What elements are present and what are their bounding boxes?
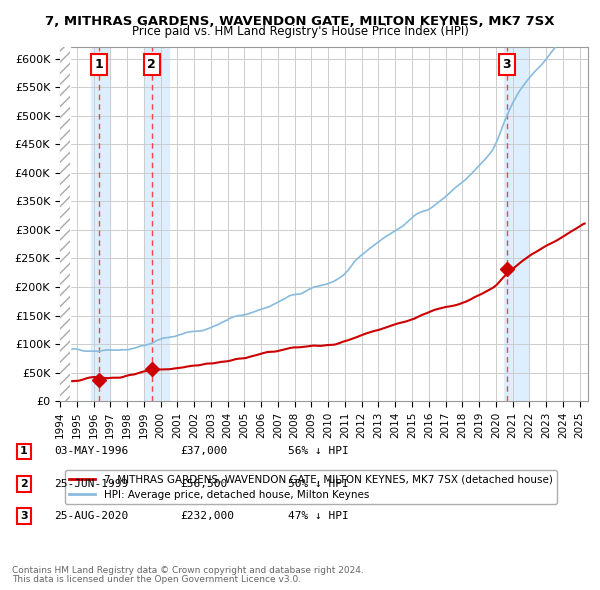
Text: Contains HM Land Registry data © Crown copyright and database right 2024.: Contains HM Land Registry data © Crown c… bbox=[12, 566, 364, 575]
Legend: 7, MITHRAS GARDENS, WAVENDON GATE, MILTON KEYNES, MK7 7SX (detached house), HPI:: 7, MITHRAS GARDENS, WAVENDON GATE, MILTO… bbox=[65, 470, 557, 504]
Text: 25-JUN-1999: 25-JUN-1999 bbox=[54, 479, 128, 489]
Bar bbox=[60, 47, 70, 401]
Text: £232,000: £232,000 bbox=[180, 512, 234, 521]
Text: Price paid vs. HM Land Registry's House Price Index (HPI): Price paid vs. HM Land Registry's House … bbox=[131, 25, 469, 38]
Text: 50% ↓ HPI: 50% ↓ HPI bbox=[288, 479, 349, 489]
Text: 03-MAY-1996: 03-MAY-1996 bbox=[54, 447, 128, 456]
Text: 3: 3 bbox=[20, 512, 28, 521]
Text: 25-AUG-2020: 25-AUG-2020 bbox=[54, 512, 128, 521]
Text: 2: 2 bbox=[20, 479, 28, 489]
Bar bbox=[60, 47, 70, 401]
Text: £37,000: £37,000 bbox=[180, 447, 227, 456]
Text: 56% ↓ HPI: 56% ↓ HPI bbox=[288, 447, 349, 456]
Text: 3: 3 bbox=[502, 58, 511, 71]
Text: 1: 1 bbox=[20, 447, 28, 456]
Bar bbox=[504, 47, 529, 401]
Text: This data is licensed under the Open Government Licence v3.0.: This data is licensed under the Open Gov… bbox=[12, 575, 301, 584]
Text: 2: 2 bbox=[148, 58, 156, 71]
Text: £56,500: £56,500 bbox=[180, 479, 227, 489]
Bar bbox=[91, 47, 110, 401]
Text: 47% ↓ HPI: 47% ↓ HPI bbox=[288, 512, 349, 521]
Bar bbox=[144, 47, 169, 401]
Text: 7, MITHRAS GARDENS, WAVENDON GATE, MILTON KEYNES, MK7 7SX: 7, MITHRAS GARDENS, WAVENDON GATE, MILTO… bbox=[45, 15, 555, 28]
Text: 1: 1 bbox=[95, 58, 104, 71]
